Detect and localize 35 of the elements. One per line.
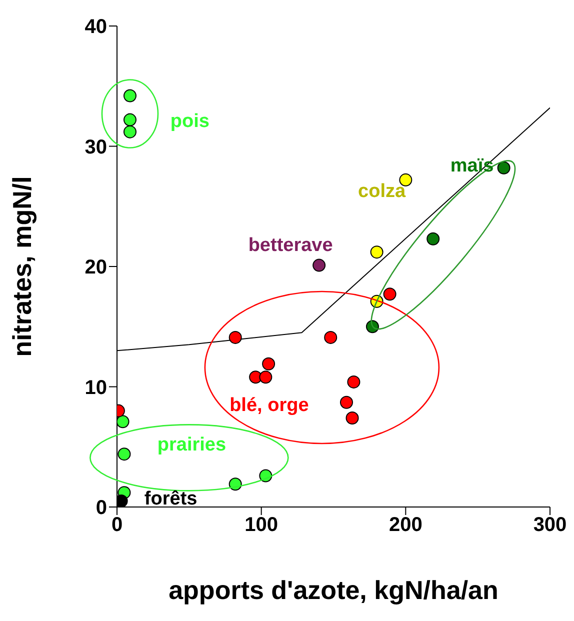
point <box>370 246 384 259</box>
y-axis-title: nitrates, mgN/l <box>7 176 38 357</box>
series-label: colza <box>358 180 406 202</box>
point <box>312 258 326 272</box>
point <box>123 89 136 102</box>
point <box>117 494 128 507</box>
y-tick-label: 40 <box>84 16 107 38</box>
point <box>259 370 272 384</box>
y-tick-label: 0 <box>96 497 107 520</box>
point <box>118 448 131 461</box>
x-axis-title: apports d'azote, kgN/ha/an <box>168 575 498 605</box>
point <box>426 232 440 246</box>
point <box>340 396 353 409</box>
y-tick-label: 20 <box>84 256 107 279</box>
point <box>123 113 136 126</box>
x-tick-label: 200 <box>388 514 422 536</box>
point <box>117 415 130 428</box>
series-label: blé, orge <box>230 394 309 416</box>
point <box>123 125 136 138</box>
point <box>383 288 396 301</box>
y-tick-label: 30 <box>84 136 107 158</box>
series-label: prairies <box>157 434 226 456</box>
x-tick-label: 0 <box>111 514 123 536</box>
y-tick-label: 10 <box>84 376 107 399</box>
point <box>346 412 359 425</box>
series-label: betterave <box>248 234 333 256</box>
x-tick-label: 300 <box>533 514 567 536</box>
series-label: forêts <box>144 488 198 510</box>
point <box>262 357 276 370</box>
point <box>347 375 360 388</box>
x-tick-label: 100 <box>244 514 278 536</box>
series-label: pois <box>170 111 210 132</box>
point <box>228 330 242 344</box>
point <box>497 161 510 174</box>
point <box>324 330 338 344</box>
